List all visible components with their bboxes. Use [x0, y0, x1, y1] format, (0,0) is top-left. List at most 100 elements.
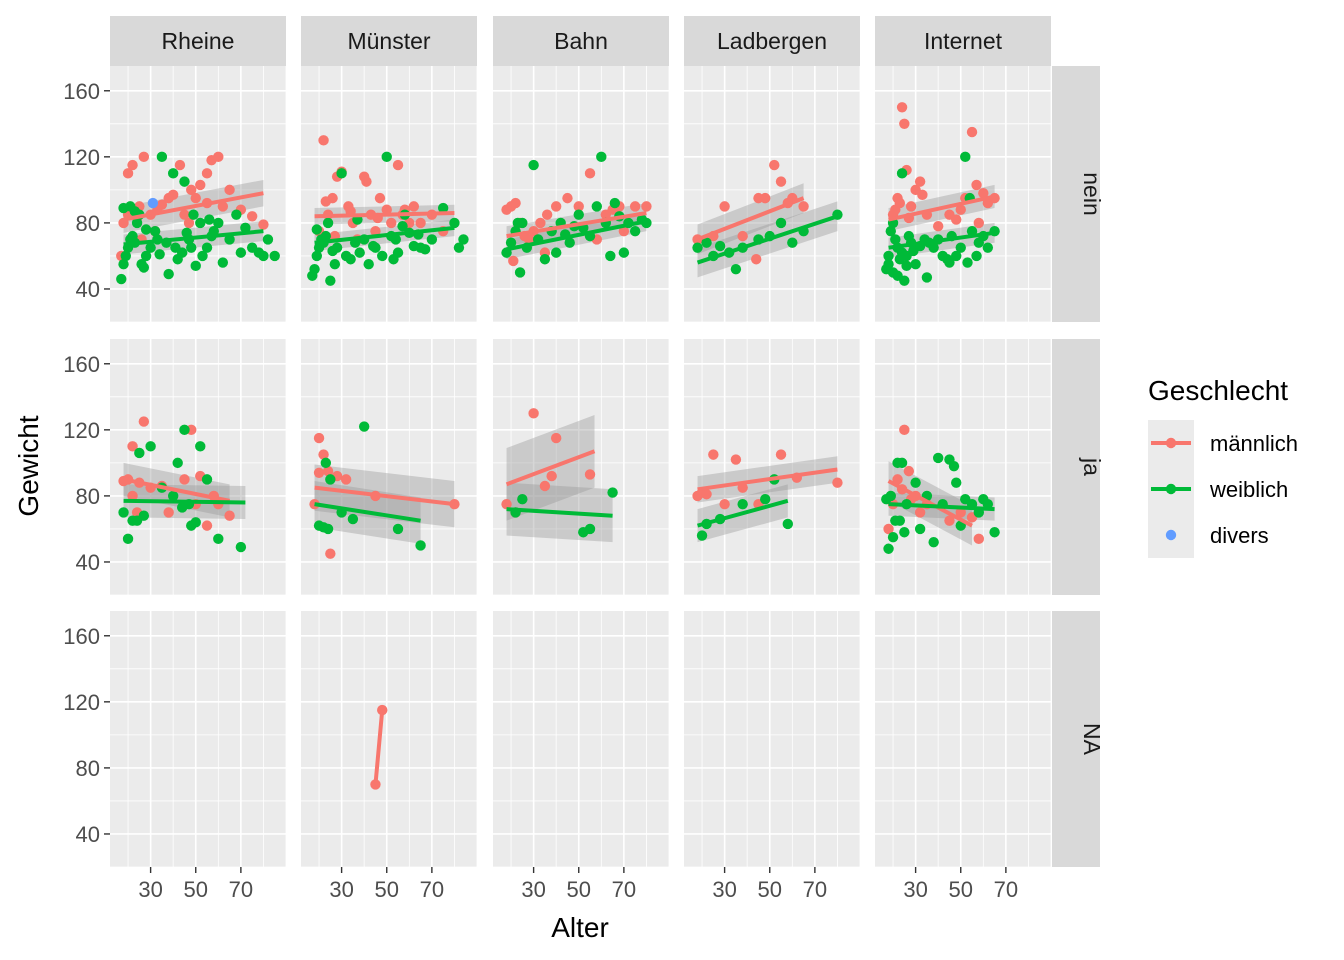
y-tick-label: 120 [63, 690, 100, 715]
y-tick-label: 40 [76, 822, 100, 847]
data-point-männlich [719, 498, 730, 510]
data-point-weiblich [390, 234, 401, 245]
legend-label: männlich [1210, 431, 1298, 456]
trend-line-weiblich [506, 219, 647, 252]
column-strip: Rheine [110, 16, 286, 66]
data-point-männlich [798, 201, 809, 212]
data-point-weiblich [186, 242, 197, 253]
data-point-männlich [641, 201, 652, 212]
data-point-männlich [978, 187, 989, 199]
column-strip-label: Bahn [554, 28, 608, 54]
panel-data-2-1 [370, 704, 388, 790]
data-point-weiblich [392, 523, 404, 535]
axes-layer: 40 80 120 160 40 80 120 160 40 80 120 160 30 50 70 30 50… [63, 79, 1018, 902]
data-point-männlich [340, 474, 352, 485]
data-point-weiblich [437, 202, 449, 214]
trend-line-männlich [314, 485, 455, 507]
data-point-männlich [903, 465, 915, 477]
data-point-weiblich [564, 237, 575, 248]
data-point-weiblich [887, 531, 899, 543]
data-point-weiblich [347, 513, 359, 525]
data-point-weiblich [118, 507, 129, 518]
data-point-männlich [246, 211, 258, 222]
data-point-weiblich [951, 250, 962, 262]
data-point-weiblich [573, 209, 584, 220]
y-tick-label: 80 [76, 484, 100, 509]
data-point-weiblich [618, 247, 630, 258]
legend: Geschlecht männlich weiblich divers [1148, 375, 1298, 558]
data-point-weiblich [329, 258, 341, 270]
data-point-weiblich [177, 502, 188, 513]
column-strip: Ladbergen [684, 16, 860, 66]
data-point-weiblich [231, 209, 242, 220]
trend-line-weiblich [506, 507, 613, 518]
data-point-weiblich [914, 523, 926, 535]
data-point-weiblich [505, 237, 517, 248]
strip-background [493, 16, 669, 66]
data-point-männlich [325, 548, 336, 559]
data-point-weiblich [883, 258, 894, 270]
data-point-männlich [896, 102, 908, 113]
trend-line-männlich [314, 210, 455, 219]
x-tick-label: 70 [420, 877, 444, 902]
panel-data-0-2 [501, 151, 652, 278]
legend-label: weiblich [1209, 477, 1288, 502]
column-strip-label: Rheine [162, 28, 235, 54]
data-point-weiblich [197, 250, 208, 262]
panel-background [301, 611, 477, 867]
data-point-weiblich [901, 260, 912, 272]
column-strip-label: Münster [347, 28, 430, 54]
y-tick-label: 160 [63, 79, 100, 104]
facet-panel-2-3 [684, 611, 861, 868]
data-point-männlich [313, 432, 325, 444]
data-point-weiblich [131, 217, 143, 229]
trend-line-männlich [123, 477, 230, 503]
data-point-männlich [618, 225, 630, 237]
data-point-männlich [971, 179, 982, 191]
data-point-männlich [546, 470, 557, 482]
data-point-männlich [179, 209, 190, 220]
data-point-männlich [944, 515, 955, 526]
trend-line-weiblich [696, 214, 839, 265]
data-point-weiblich [609, 197, 621, 209]
y-tick-label: 160 [63, 352, 100, 377]
data-point-männlich [528, 408, 539, 419]
row-strip-label: ja [1079, 457, 1105, 476]
data-point-weiblich [896, 457, 908, 469]
legend-key-point [1165, 529, 1177, 541]
data-point-männlich [224, 184, 235, 196]
data-point-weiblich [692, 242, 703, 253]
data-point-weiblich [890, 234, 901, 245]
data-point-weiblich [145, 441, 156, 452]
data-point-weiblich [145, 242, 156, 253]
row-strip-label: NA [1079, 723, 1105, 756]
data-point-weiblich [325, 275, 336, 286]
legend-label: divers [1210, 523, 1269, 548]
data-point-weiblich [269, 250, 280, 262]
panel-data-0-1 [307, 135, 469, 286]
column-strip: Münster [301, 16, 477, 66]
data-point-männlich [183, 217, 195, 229]
y-tick-label: 80 [76, 756, 100, 781]
data-point-weiblich [782, 518, 793, 530]
data-point-weiblich [195, 217, 206, 229]
data-point-männlich [951, 214, 962, 225]
data-point-männlich [374, 192, 386, 204]
data-point-männlich [174, 159, 186, 171]
data-point-weiblich [116, 273, 127, 285]
facet-panel-1-2 [493, 339, 670, 596]
data-point-weiblich [528, 159, 539, 171]
data-point-männlich [138, 416, 150, 427]
strip-background [1052, 611, 1100, 867]
trend-line-männlich [888, 194, 996, 222]
data-point-weiblich [426, 234, 438, 245]
data-point-weiblich [910, 477, 921, 488]
data-point-männlich [318, 135, 329, 146]
data-point-weiblich [138, 510, 150, 521]
x-tick-label: 70 [803, 877, 827, 902]
panel-data-1-3 [692, 449, 843, 543]
data-point-weiblich [190, 517, 201, 528]
data-point-weiblich [129, 206, 141, 217]
data-point-weiblich [550, 247, 562, 258]
data-point-männlich [381, 204, 392, 215]
